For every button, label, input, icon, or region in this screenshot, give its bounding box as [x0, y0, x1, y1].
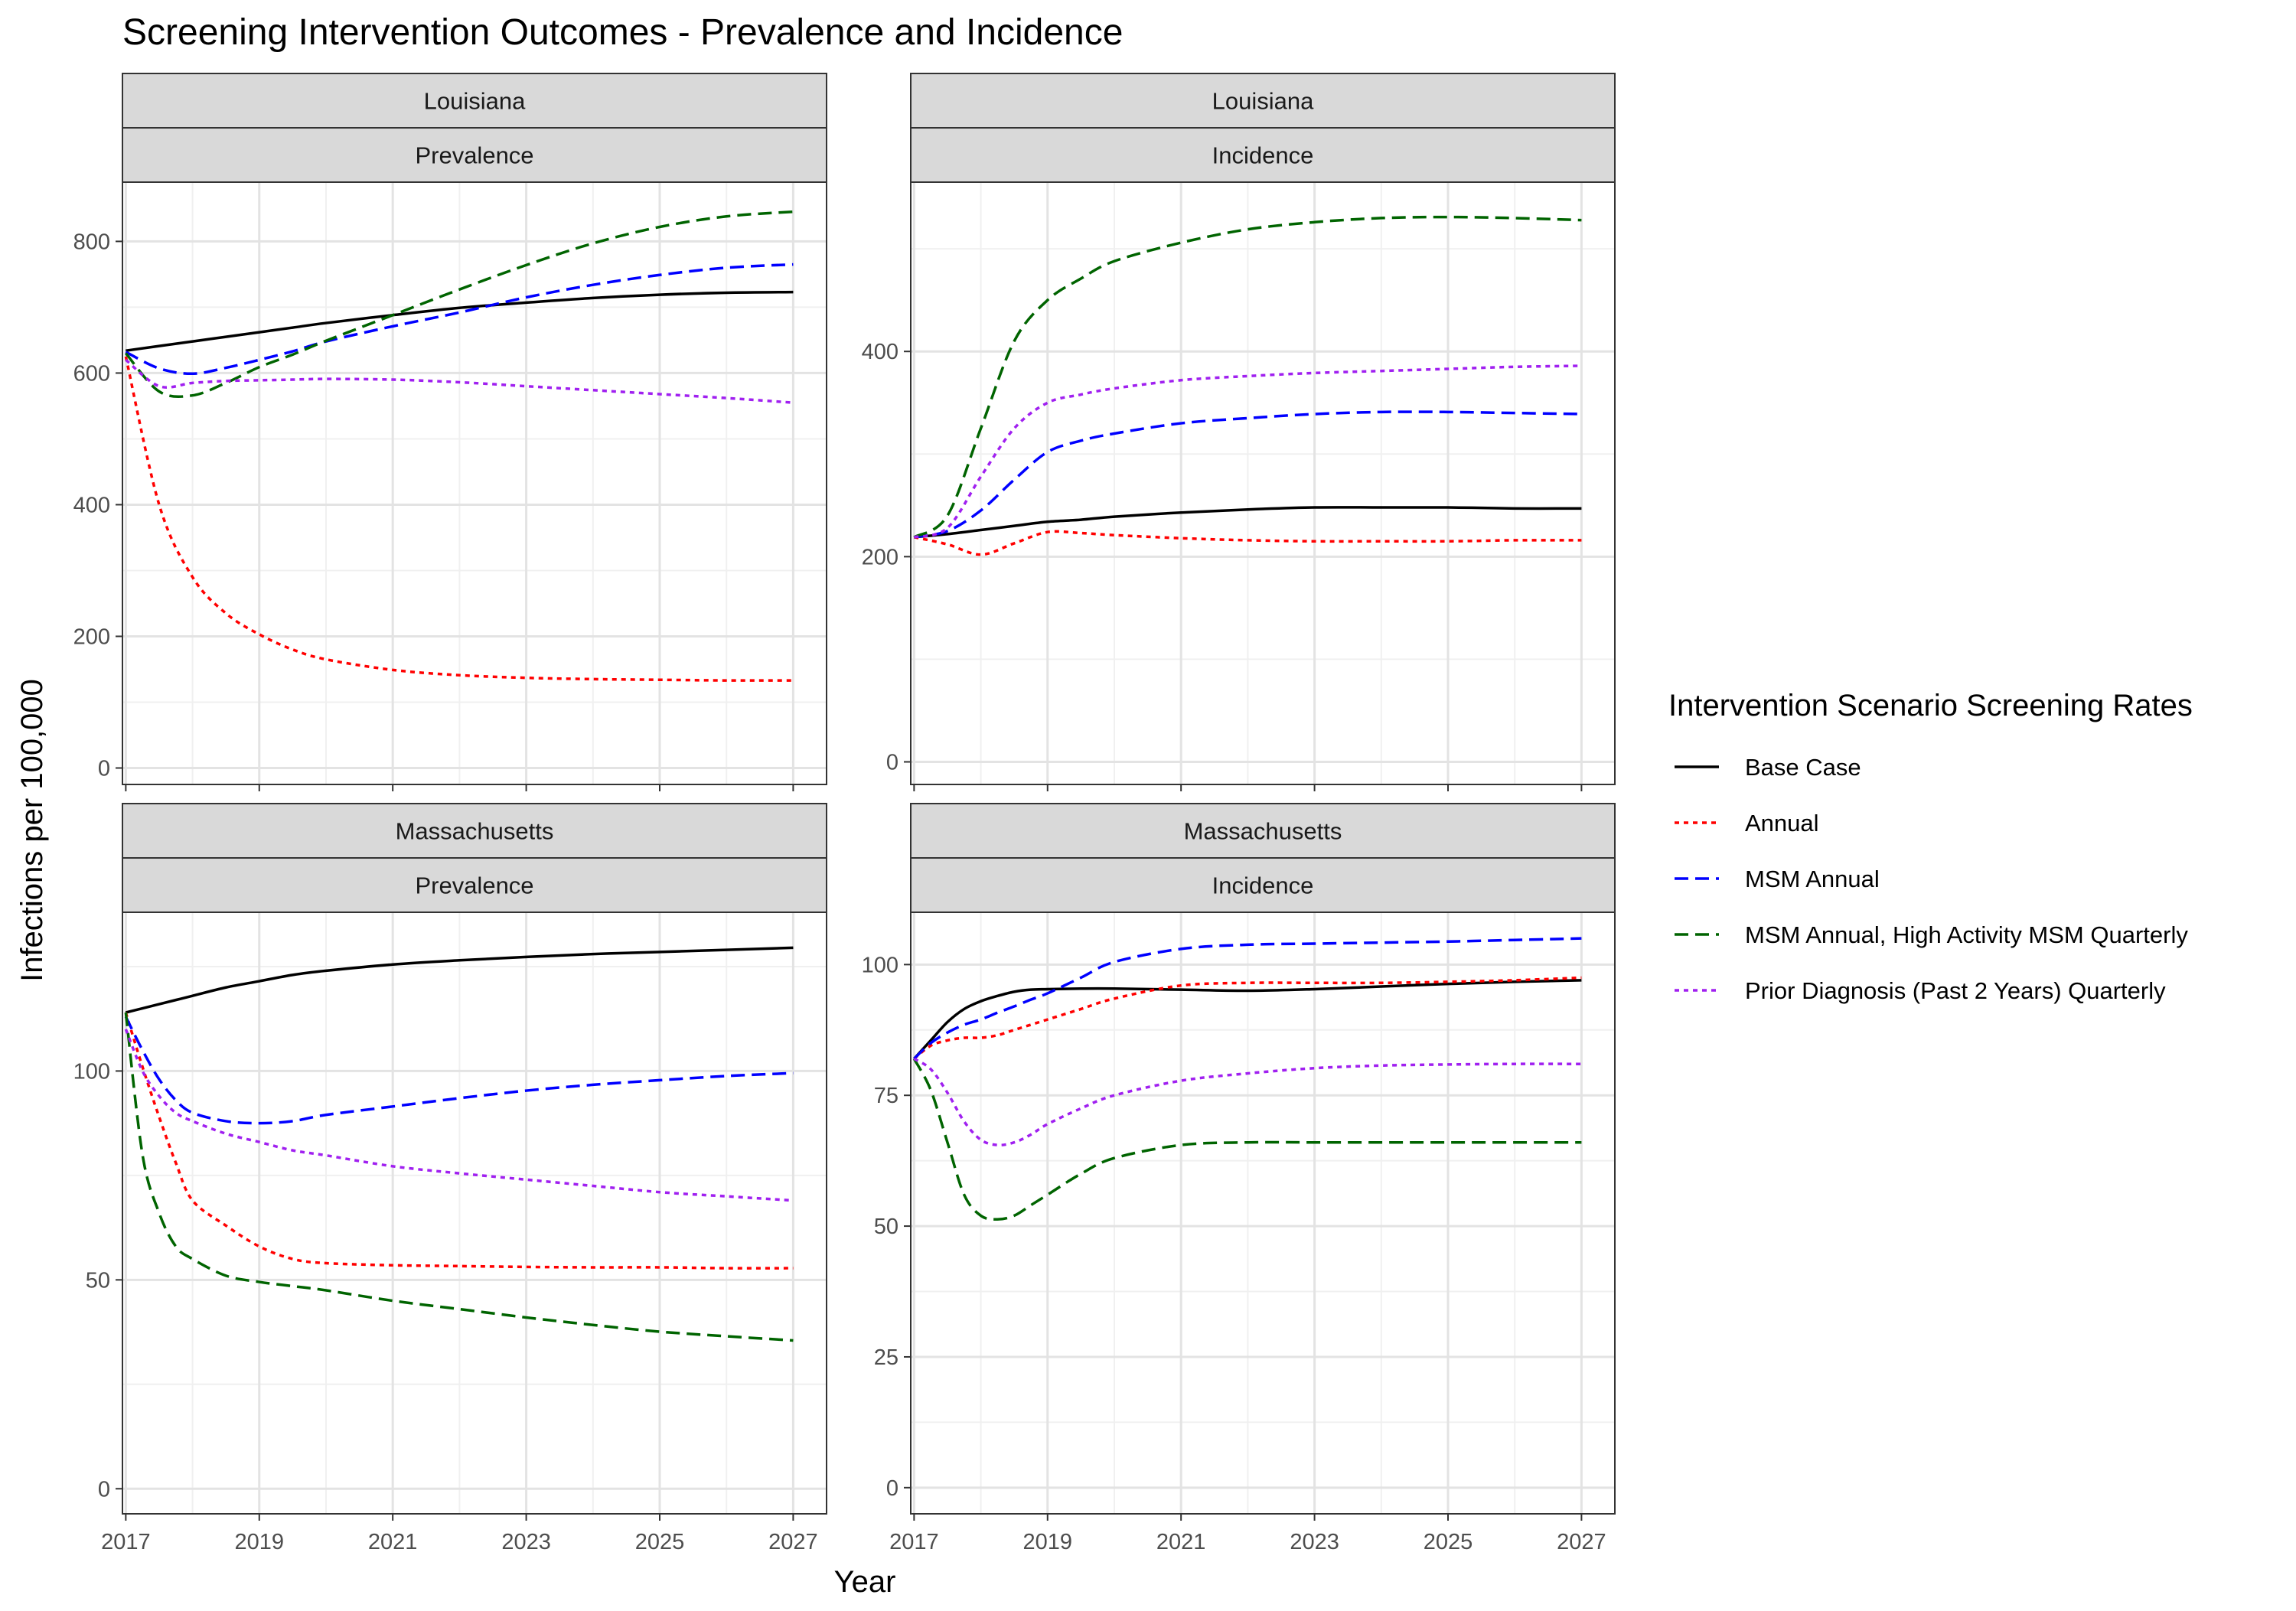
y-tick-label: 0: [98, 756, 110, 781]
series-line-prior-diagnosis-past-2-years-quarterly: [125, 358, 794, 404]
legend-label: MSM Annual: [1745, 866, 1880, 892]
facet-strip-measure: [910, 127, 1616, 183]
y-tick-label: 800: [73, 230, 110, 254]
panel-massachusetts-incidence: Massachusetts Incidence 0 25 50 75 100 2017 2019…: [862, 803, 1616, 1554]
panels-layer: LouisianaPrevalence0200400600800Louisian…: [73, 73, 1616, 1554]
y-tick-label: 75: [874, 1084, 899, 1108]
series-line-base-case: [914, 506, 1582, 539]
chart-title: Screening Intervention Outcomes - Preval…: [122, 12, 1123, 53]
legend-item: Prior Diagnosis (Past 2 Years) Quarterly: [1675, 977, 2166, 1004]
y-axis-title: Infections per 100,000: [15, 679, 49, 982]
y-tick-label: 25: [874, 1345, 899, 1370]
x-tick-label: 2019: [1023, 1530, 1073, 1554]
legend-item: MSM Annual: [1675, 866, 1880, 892]
series-line-base-case: [913, 979, 1582, 1060]
y-tick-label: 600: [73, 361, 110, 386]
series-line-annual: [913, 976, 1582, 1060]
series-line-msm-annual-high-activity-msm-quarterly: [913, 215, 1582, 539]
panel-border: [910, 911, 1616, 1515]
x-tick-label: 2021: [368, 1530, 418, 1554]
legend-label: Annual: [1745, 810, 1819, 836]
facet-strip-state: [910, 73, 1616, 129]
panel-background: [122, 912, 827, 1514]
panel-border: [122, 911, 827, 1515]
y-tick-label: 400: [73, 493, 110, 517]
series-line-prior-diagnosis-past-2-years-quarterly: [913, 364, 1582, 539]
legend-item: Annual: [1675, 810, 1819, 836]
y-tick-label: 50: [86, 1268, 110, 1293]
facet-strip-measure: [122, 127, 827, 183]
panel-louisiana-incidence: Louisiana Incidence 0 200 400: [862, 73, 1616, 791]
facet-label-state: Louisiana: [1212, 88, 1314, 115]
x-tick-label: 2025: [635, 1530, 685, 1554]
facet-strip-state: [122, 803, 827, 859]
facet-label-state: Massachusetts: [1184, 818, 1342, 845]
facet-strip-state: [122, 73, 827, 129]
facet-strip-measure: [122, 857, 827, 913]
series-line-base-case: [125, 946, 794, 1014]
x-tick-label: 2021: [1156, 1530, 1206, 1554]
x-tick-label: 2027: [1557, 1530, 1606, 1554]
series-line-msm-annual: [125, 263, 794, 376]
series-line-annual: [124, 356, 794, 682]
y-tick-label: 200: [73, 625, 110, 649]
facet-label-state: Louisiana: [424, 88, 526, 115]
series-line-msm-annual: [914, 410, 1582, 539]
series-line-prior-diagnosis-past-2-years-quarterly: [913, 1057, 1582, 1147]
x-tick-label: 2027: [768, 1530, 818, 1554]
series-line-msm-annual: [913, 937, 1582, 1060]
y-tick-label: 50: [874, 1215, 899, 1239]
series-line-msm-annual-high-activity-msm-quarterly: [125, 210, 794, 399]
facet-label-state: Massachusetts: [396, 818, 554, 845]
x-tick-label: 2017: [101, 1530, 151, 1554]
panel-background: [122, 182, 827, 784]
series-line-prior-diagnosis-past-2-years-quarterly: [124, 1029, 794, 1202]
panel-louisiana-prevalence: Louisiana Prevalence 0 200 400 600 800: [73, 73, 827, 791]
x-tick-label: 2023: [501, 1530, 551, 1554]
panel-massachusetts-prevalence: Massachusetts Prevalence 0 50 100 2017 2019 202…: [73, 803, 827, 1554]
panel-background: [911, 912, 1615, 1514]
facet-label-measure: Prevalence: [415, 142, 533, 169]
panel-border: [910, 181, 1616, 785]
legend-label: MSM Annual, High Activity MSM Quarterly: [1745, 921, 2188, 948]
legend: Intervention Scenario Screening Rates Ba…: [1668, 689, 2193, 1004]
x-tick-label: 2019: [235, 1530, 285, 1554]
facet-label-measure: Incidence: [1212, 142, 1314, 169]
x-axis-title: Year: [834, 1565, 896, 1599]
legend-title: Intervention Scenario Screening Rates: [1668, 689, 2193, 722]
legend-item: Base Case: [1675, 754, 1861, 781]
series-line-msm-annual-high-activity-msm-quarterly: [124, 1012, 794, 1342]
panel-border: [122, 181, 827, 785]
x-tick-label: 2023: [1290, 1530, 1339, 1554]
y-tick-label: 200: [862, 545, 899, 569]
series-line-msm-annual: [124, 1016, 794, 1125]
panel-background: [911, 182, 1615, 784]
y-tick-label: 400: [862, 340, 899, 364]
legend-item: MSM Annual, High Activity MSM Quarterly: [1675, 921, 2188, 948]
legend-label: Prior Diagnosis (Past 2 Years) Quarterly: [1745, 977, 2166, 1004]
facet-strip-measure: [910, 857, 1616, 913]
y-tick-label: 100: [862, 953, 899, 977]
y-tick-label: 0: [98, 1477, 110, 1502]
legend-label: Base Case: [1745, 754, 1861, 781]
x-tick-label: 2017: [889, 1530, 939, 1554]
series-line-msm-annual-high-activity-msm-quarterly: [912, 1058, 1582, 1221]
y-tick-label: 100: [73, 1059, 110, 1084]
series-line-annual: [124, 1012, 794, 1270]
facet-label-measure: Incidence: [1212, 872, 1314, 899]
facet-label-measure: Prevalence: [415, 872, 533, 899]
y-tick-label: 0: [886, 751, 899, 775]
y-tick-label: 0: [886, 1476, 899, 1501]
x-tick-label: 2025: [1424, 1530, 1473, 1554]
